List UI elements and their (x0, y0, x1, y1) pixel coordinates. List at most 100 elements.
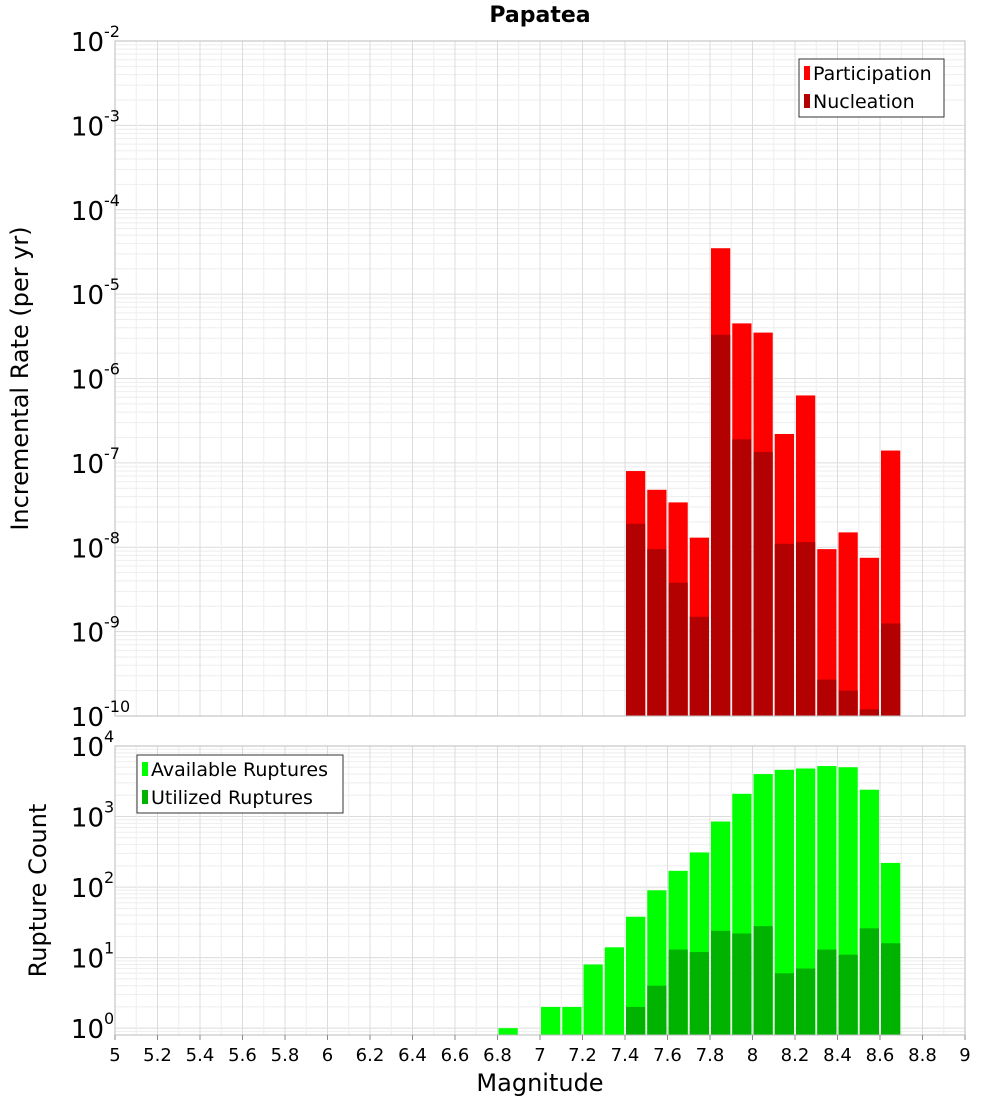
utilized-ruptures-bar (689, 952, 709, 1035)
y-tick-base: 10 (71, 1015, 104, 1045)
nucleation-bar (711, 334, 731, 716)
x-tick-label: 7.4 (611, 1045, 640, 1066)
y-tick-base: 10 (71, 534, 104, 564)
available-ruptures-bar (498, 1028, 518, 1035)
legend: Participation Nucleation (798, 58, 945, 118)
y-tick-label: 10 -3 (71, 106, 120, 142)
y-tick-exponent: 2 (104, 868, 114, 887)
available-ruptures-bar (562, 1006, 582, 1035)
y-tick-exponent: -6 (104, 360, 120, 379)
utilized-ruptures-bar (753, 926, 773, 1035)
x-tick-label: 5 (109, 1045, 120, 1066)
y-tick-label: 10 4 (71, 727, 114, 763)
legend-box (136, 754, 344, 814)
utilized-ruptures-bar (732, 933, 752, 1035)
y-tick-base: 10 (71, 197, 104, 227)
legend-swatch (804, 66, 810, 80)
nucleation-bar (753, 451, 773, 716)
nucleation-bar (626, 523, 646, 716)
x-tick-label: 6.6 (441, 1045, 470, 1066)
utilized-ruptures-bar (626, 1006, 646, 1035)
x-tick-label: 7.2 (568, 1045, 597, 1066)
y-tick-label: 10 -8 (71, 528, 120, 564)
y-tick-exponent: -4 (104, 191, 120, 210)
utilized-ruptures-bar (711, 930, 731, 1035)
y-tick-label: 10 1 (71, 939, 114, 975)
x-tick-label: 8.2 (781, 1045, 810, 1066)
y-tick-base: 10 (71, 874, 104, 904)
legend-entry: Nucleation (813, 91, 915, 113)
x-tick-label: 5.8 (271, 1045, 300, 1066)
y-tick-exponent: -8 (104, 528, 120, 547)
nucleation-bar (859, 709, 879, 716)
available-ruptures-bar (774, 769, 794, 1035)
y-tick-base: 10 (71, 804, 104, 834)
x-tick-label: 6.8 (483, 1045, 512, 1066)
y-tick-exponent: 0 (104, 1009, 114, 1028)
participation-bar (838, 532, 858, 716)
legend-swatch (804, 94, 810, 108)
available-ruptures-bar (604, 947, 624, 1035)
participation-bar (817, 549, 837, 716)
chart-title: Papatea (489, 3, 590, 28)
y-tick-label: 10 -9 (71, 613, 120, 649)
utilized-ruptures-bar (817, 949, 837, 1035)
nucleation-bar (647, 549, 667, 716)
nucleation-bar (668, 582, 688, 716)
x-tick-label: 7 (534, 1045, 545, 1066)
y-tick-base: 10 (71, 450, 104, 480)
y-tick-exponent: -2 (104, 22, 120, 41)
nucleation-bar (817, 679, 837, 716)
y-tick-base: 10 (71, 112, 104, 142)
y-tick-exponent: -3 (104, 106, 120, 125)
y-axis-label: Incremental Rate (per yr) (6, 226, 34, 530)
legend-box (798, 58, 945, 118)
nucleation-bar (796, 542, 816, 716)
legend: Available Ruptures Utilized Ruptures (136, 754, 344, 814)
x-tick-label: 5.2 (143, 1045, 172, 1066)
y-tick-exponent: 3 (104, 798, 114, 817)
y-tick-base: 10 (71, 281, 104, 311)
nucleation-bar (774, 543, 794, 716)
participation-bar (859, 557, 879, 716)
y-tick-label: 10 3 (71, 798, 114, 834)
x-tick-label: 5.6 (228, 1045, 257, 1066)
y-tick-exponent: -9 (104, 613, 120, 632)
y-tick-label: 10 -2 (71, 22, 120, 58)
y-tick-label: 10 -7 (71, 444, 120, 480)
y-tick-base: 10 (71, 366, 104, 396)
available-ruptures-bar (541, 1006, 561, 1035)
utilized-ruptures-bar (881, 943, 901, 1035)
utilized-ruptures-bar (647, 985, 667, 1035)
y-axis-label: Rupture Count (24, 804, 52, 978)
utilized-ruptures-bar (668, 949, 688, 1035)
y-tick-exponent: -5 (104, 275, 120, 294)
utilized-ruptures-bar (859, 928, 879, 1035)
y-tick-base: 10 (71, 733, 104, 763)
legend-entry: Utilized Ruptures (151, 787, 313, 809)
y-tick-label: 10 -10 (71, 697, 130, 733)
x-tick-label: 8.4 (823, 1045, 852, 1066)
x-tick-label: 5.4 (186, 1045, 215, 1066)
y-tick-base: 10 (71, 703, 104, 733)
y-tick-base: 10 (71, 945, 104, 975)
y-tick-exponent: -7 (104, 444, 120, 463)
x-tick-label: 7.8 (696, 1045, 725, 1066)
y-tick-label: 10 2 (71, 868, 114, 904)
y-axis-label-group: Rupture Count (24, 804, 52, 978)
plot-frame (114, 40, 966, 717)
utilized-ruptures-bar (796, 968, 816, 1035)
x-axis-label: Magnitude (476, 1069, 603, 1097)
nucleation-bar (732, 439, 752, 716)
y-tick-label: 10 -5 (71, 275, 120, 311)
x-tick-label: 6 (322, 1045, 333, 1066)
x-tick-label: 7.6 (653, 1045, 682, 1066)
available-ruptures-bar (583, 964, 603, 1035)
y-tick-exponent: -10 (104, 697, 130, 716)
y-axis-label-group: Incremental Rate (per yr) (6, 226, 34, 530)
legend-swatch (142, 790, 148, 804)
nucleation-bar (881, 623, 901, 716)
